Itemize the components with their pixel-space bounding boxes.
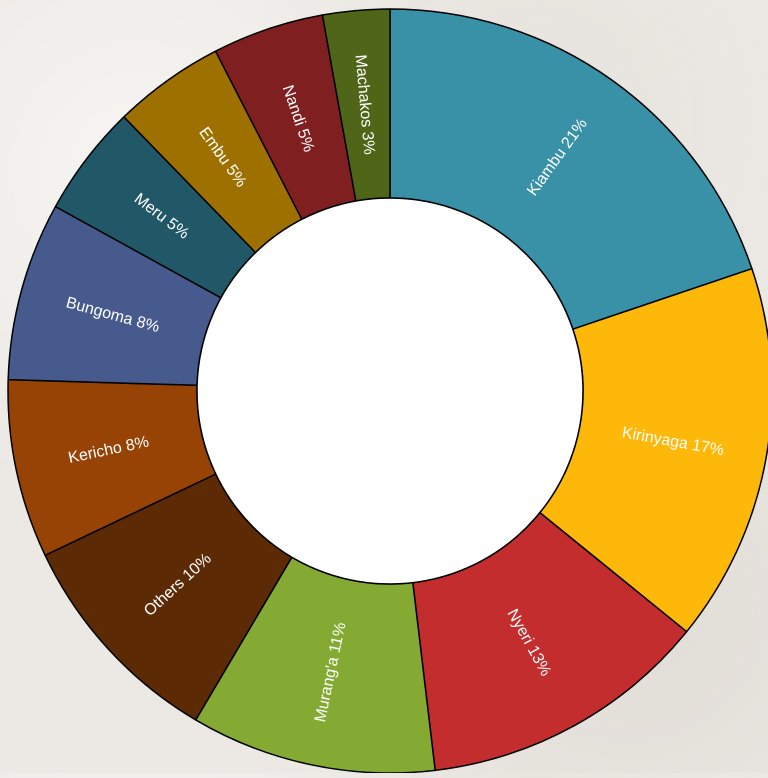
slices: [7, 8, 768, 774]
donut-hole: [196, 197, 584, 585]
